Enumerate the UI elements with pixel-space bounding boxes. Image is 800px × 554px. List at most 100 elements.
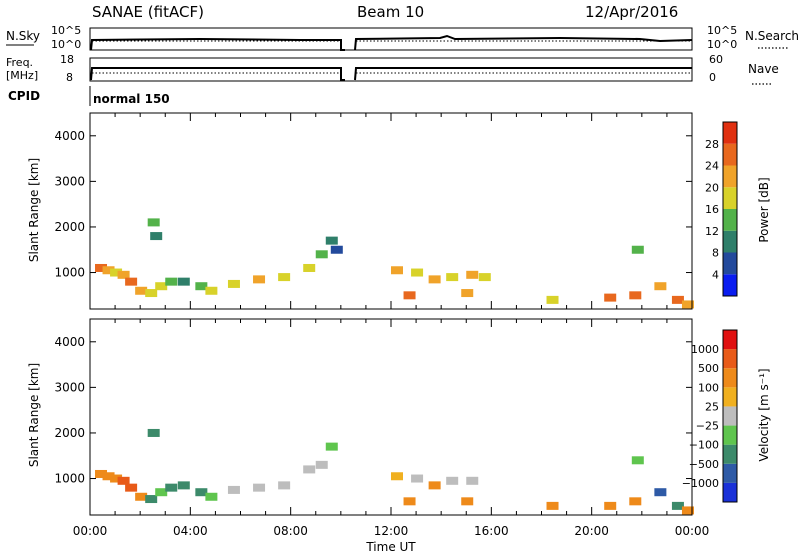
freq-trace [90, 67, 692, 81]
data-cell [155, 488, 168, 497]
colorbar-swatch [723, 425, 737, 445]
colorbar-tick-label: 8 [712, 247, 719, 260]
data-cell [102, 472, 115, 481]
data-cell [325, 236, 338, 245]
data-cell [150, 232, 163, 241]
freq-nave-panel: Freq. [MHz] 18 8 60 0 Nave [6, 53, 779, 85]
data-cell [165, 483, 178, 492]
nsky-trace [90, 34, 693, 51]
power-colorbar: 4 8 12 16 20 24 28 [705, 121, 738, 297]
data-cell [391, 266, 403, 275]
nsky-tick-top: 10^5 [51, 24, 81, 37]
data-cell [125, 277, 138, 286]
colorbar-swatch [723, 406, 737, 426]
data-cell [205, 492, 218, 501]
data-cell [195, 282, 208, 291]
colorbar-swatch [723, 122, 737, 144]
data-cell [428, 481, 441, 490]
colorbar-tick-label: 4 [712, 268, 719, 281]
x-axis-title: Time UT [365, 540, 416, 554]
colorbar-swatch [723, 187, 737, 209]
data-cell [110, 268, 123, 277]
colorbar-swatch [723, 165, 737, 188]
colorbar-swatch [723, 274, 737, 296]
x-tick-label: 20:00 [574, 524, 609, 538]
x-tick-label: 04:00 [173, 524, 208, 538]
colorbar-swatch [723, 387, 737, 407]
colorbar-tick-label: 1000 [691, 343, 719, 356]
colorbar-tick-label: 25 [705, 400, 719, 413]
colorbar-tick-label: 100 [698, 381, 719, 394]
data-cell [177, 481, 190, 490]
nave-tick-bottom: 0 [709, 71, 716, 84]
y-tick-label: 1000 [54, 472, 85, 486]
colorbar-tick-label: −100 [689, 439, 719, 452]
beam-title: Beam 10 [357, 3, 424, 21]
cpid-panel: CPID normal 150 [8, 86, 170, 106]
data-cell [145, 495, 158, 504]
data-cell [546, 501, 559, 510]
y-tick-label: 4000 [54, 129, 85, 143]
data-cell [195, 488, 208, 497]
data-cell [411, 474, 424, 483]
data-cell [95, 469, 108, 478]
data-cell [629, 497, 642, 506]
y-tick-label: 2000 [54, 220, 85, 234]
y-tick-label: 2000 [54, 426, 85, 440]
colorbar-swatch [723, 143, 737, 166]
data-cell [125, 483, 138, 492]
data-cell [604, 293, 617, 302]
data-cell [461, 289, 474, 298]
data-cell [546, 295, 559, 304]
data-cell [446, 273, 459, 282]
colorbar-swatch [723, 463, 737, 483]
data-cell [403, 291, 416, 300]
date-title: 12/Apr/2016 [585, 3, 678, 21]
data-cell [278, 273, 291, 282]
data-cell [411, 268, 424, 277]
power-x-ticks [89, 113, 693, 309]
freq-label-1: Freq. [6, 56, 33, 69]
sky-search-panel: N.Sky 10^5 10^0 10^5 10^0 N.Search [6, 24, 799, 51]
x-tick-label: 12:00 [374, 524, 409, 538]
x-tick-label: 16:00 [474, 524, 509, 538]
x-axis-labels: 00:00 04:00 08:00 12:00 16:00 20:00 00:00 [73, 524, 710, 538]
freq-tick-top: 18 [60, 53, 74, 66]
colorbar-swatch [723, 252, 737, 275]
velocity-y-axis: 1000 2000 3000 4000 [54, 335, 692, 486]
data-cell [315, 460, 328, 469]
data-cell [227, 485, 240, 494]
data-cell [147, 218, 160, 227]
data-cell [681, 506, 694, 515]
colorbar-swatch [723, 230, 737, 253]
data-cell [165, 277, 178, 286]
colorbar-tick-label: 28 [705, 138, 719, 151]
colorbar-swatch [723, 368, 737, 388]
data-cell [428, 275, 441, 284]
data-cell [303, 465, 316, 474]
data-cell [110, 474, 123, 483]
data-cell [466, 476, 479, 485]
y-tick-label: 3000 [54, 380, 85, 394]
colorbar-tick-label: 500 [698, 362, 719, 375]
data-cell [631, 456, 644, 465]
colorbar-frame [722, 121, 738, 297]
colorbar-tick-label: 20 [705, 181, 719, 194]
data-cell [315, 250, 328, 259]
y-tick-label: 1000 [54, 266, 85, 280]
y-tick-label: 4000 [54, 335, 85, 349]
data-cell [466, 270, 479, 279]
data-cell [102, 266, 115, 275]
data-cell [95, 263, 108, 272]
data-cell [117, 476, 130, 485]
velocity-x-ticks [89, 319, 693, 515]
velocity-colorbar: 1000 500 100 25 −25 −100 −500 −1000 [682, 329, 738, 503]
data-cell [155, 282, 168, 291]
velocity-panel: 1000 2000 3000 4000 Slant Range [km] 1000 50… [27, 318, 771, 516]
colorbar-tick-label: 12 [705, 225, 719, 238]
nave-tick-top: 60 [709, 53, 723, 66]
data-cell [403, 497, 416, 506]
colorbar-tick-label: −500 [689, 458, 719, 471]
colorbar-tick-label: −25 [696, 420, 719, 433]
